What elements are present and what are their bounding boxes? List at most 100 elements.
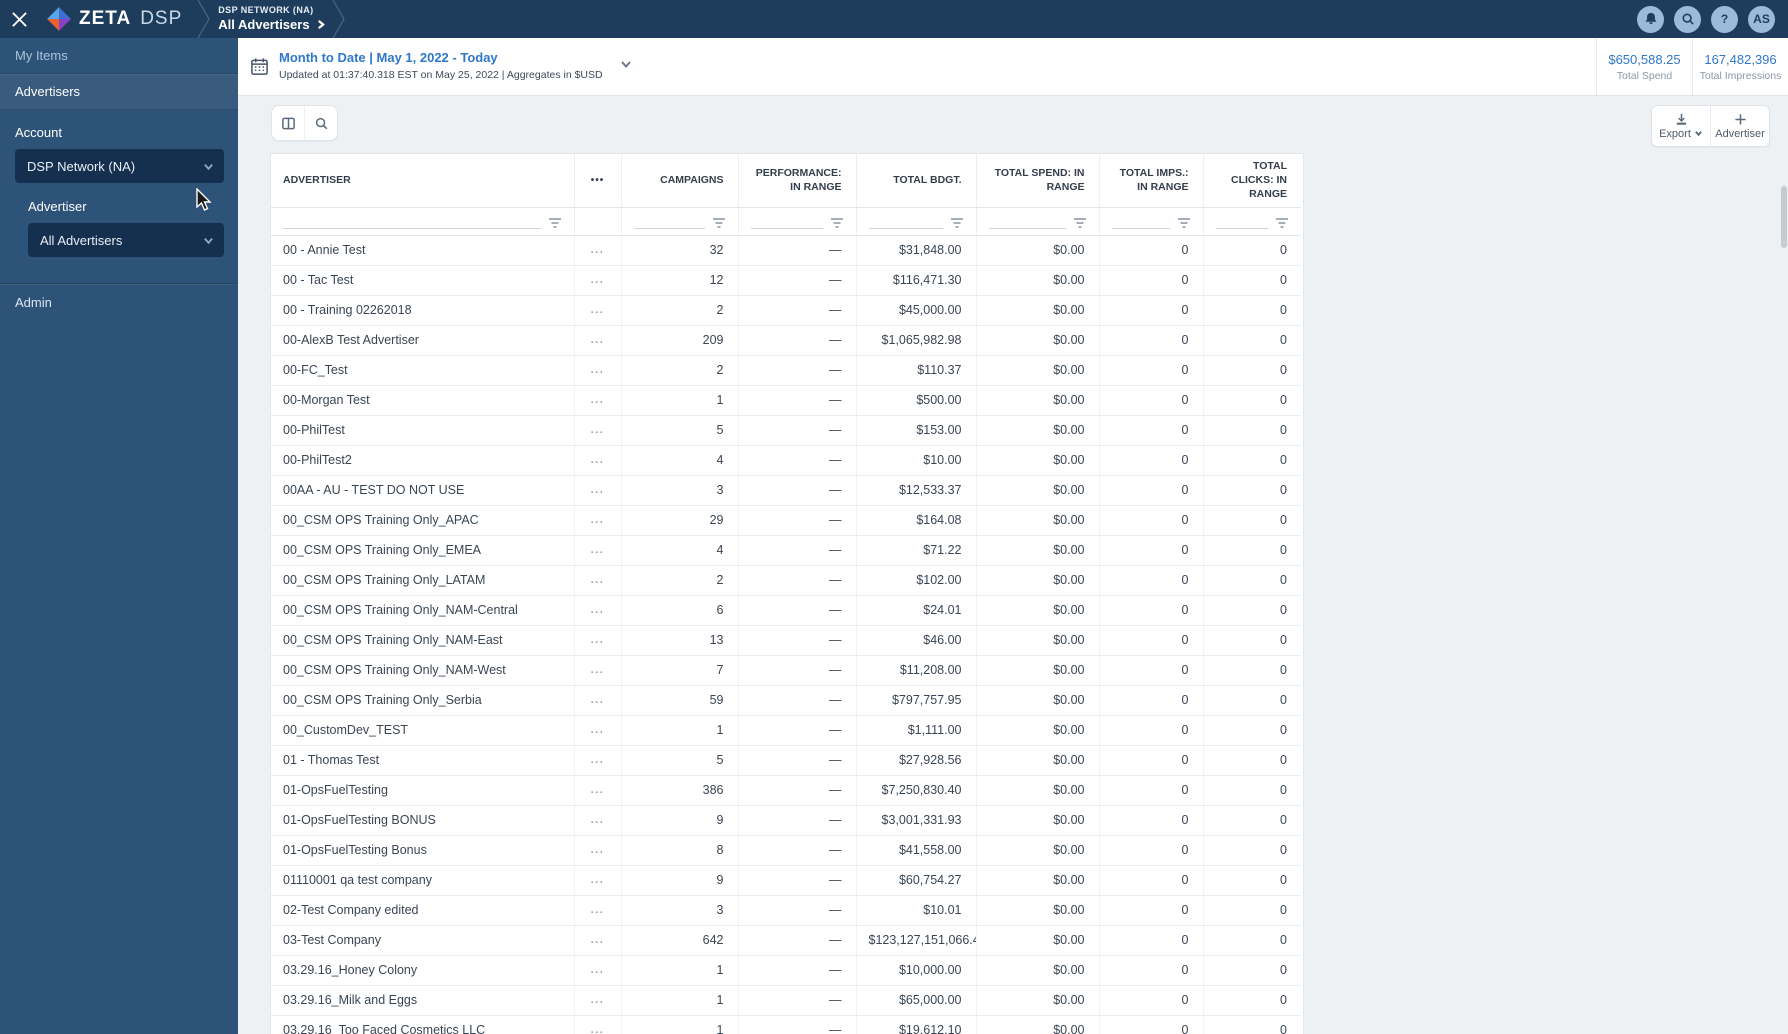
advertiser-name-cell[interactable]: 03.29.16_Honey Colony	[271, 955, 575, 986]
table-search-button[interactable]	[304, 106, 337, 140]
advertiser-name-cell[interactable]: 01110001 qa test company	[271, 865, 575, 896]
row-actions-menu-icon[interactable]: ...	[574, 655, 622, 686]
row-actions-menu-icon[interactable]: ...	[574, 325, 622, 356]
row-actions-menu-icon[interactable]: ...	[574, 235, 622, 266]
column-header-total-spend[interactable]: TOTAL SPEND: IN RANGE	[976, 154, 1100, 208]
advertiser-name-cell[interactable]: 00_CSM OPS Training Only_NAM-West	[271, 655, 575, 686]
filter-icon[interactable]	[950, 217, 964, 229]
table-row[interactable]: 00_CSM OPS Training Only_Serbia ... 59 —…	[271, 685, 1301, 716]
column-header-total-clicks[interactable]: TOTAL CLICKS: IN RANGE	[1203, 154, 1301, 208]
table-row[interactable]: 01110001 qa test company ... 9 — $60,754…	[271, 865, 1301, 896]
advertiser-name-cell[interactable]: 00AA - AU - TEST DO NOT USE	[271, 475, 575, 506]
table-row[interactable]: 00 - Tac Test ... 12 — $116,471.30 $0.00…	[271, 265, 1301, 296]
row-actions-menu-icon[interactable]: ...	[574, 475, 622, 506]
advertiser-name-cell[interactable]: 03.29.16_Too Faced Cosmetics LLC	[271, 1015, 575, 1034]
table-row[interactable]: 03.29.16_Too Faced Cosmetics LLC ... 1 —…	[271, 1015, 1301, 1034]
table-row[interactable]: 03.29.16_Honey Colony ... 1 — $10,000.00…	[271, 955, 1301, 986]
advertiser-name-cell[interactable]: 01-OpsFuelTesting Bonus	[271, 835, 575, 866]
table-row[interactable]: 00AA - AU - TEST DO NOT USE ... 3 — $12,…	[271, 475, 1301, 506]
advertiser-name-cell[interactable]: 02-Test Company edited	[271, 895, 575, 926]
row-actions-menu-icon[interactable]: ...	[574, 985, 622, 1016]
table-row[interactable]: 00-PhilTest2 ... 4 — $10.00 $0.00 0 0	[271, 445, 1301, 476]
row-actions-menu-icon[interactable]: ...	[574, 805, 622, 836]
table-row[interactable]: 01-OpsFuelTesting Bonus ... 8 — $41,558.…	[271, 835, 1301, 866]
table-row[interactable]: 00_CSM OPS Training Only_LATAM ... 2 — $…	[271, 565, 1301, 596]
filter-icon[interactable]	[712, 217, 726, 229]
account-select[interactable]: DSP Network (NA)	[15, 149, 224, 183]
column-header-performance[interactable]: PERFORMANCE: IN RANGE	[738, 154, 857, 208]
table-row[interactable]: 01-OpsFuelTesting BONUS ... 9 — $3,001,3…	[271, 805, 1301, 836]
column-header-actions[interactable]: •••	[574, 154, 622, 208]
column-header-advertiser[interactable]: ADVERTISER	[271, 154, 575, 208]
filter-input-total-budget[interactable]	[868, 211, 943, 229]
close-icon[interactable]	[0, 0, 38, 38]
table-row[interactable]: 00 - Annie Test ... 32 — $31,848.00 $0.0…	[271, 235, 1301, 266]
advertiser-select[interactable]: All Advertisers	[28, 223, 224, 257]
table-row[interactable]: 00-FC_Test ... 2 — $110.37 $0.00 0 0	[271, 355, 1301, 386]
filter-icon[interactable]	[830, 217, 844, 229]
filter-input-total-clicks[interactable]	[1215, 211, 1268, 229]
advertiser-name-cell[interactable]: 00_CustomDev_TEST	[271, 715, 575, 746]
advertiser-name-cell[interactable]: 03.29.16_Milk and Eggs	[271, 985, 575, 1016]
table-row[interactable]: 01-OpsFuelTesting ... 386 — $7,250,830.4…	[271, 775, 1301, 806]
advertiser-name-cell[interactable]: 00_CSM OPS Training Only_NAM-East	[271, 625, 575, 656]
row-actions-menu-icon[interactable]: ...	[574, 265, 622, 296]
advertiser-name-cell[interactable]: 00-Morgan Test	[271, 385, 575, 416]
row-actions-menu-icon[interactable]: ...	[574, 355, 622, 386]
row-actions-menu-icon[interactable]: ...	[574, 565, 622, 596]
column-header-total-impressions[interactable]: TOTAL IMPS.: IN RANGE	[1099, 154, 1204, 208]
table-row[interactable]: 00_CSM OPS Training Only_APAC ... 29 — $…	[271, 505, 1301, 536]
row-actions-menu-icon[interactable]: ...	[574, 1015, 622, 1034]
advertiser-name-cell[interactable]: 00 - Training 02262018	[271, 295, 575, 326]
row-actions-menu-icon[interactable]: ...	[574, 745, 622, 776]
sidebar-item-my-items[interactable]: My Items	[0, 38, 238, 74]
date-range-chevron-down-icon[interactable]	[619, 57, 633, 76]
row-actions-menu-icon[interactable]: ...	[574, 925, 622, 956]
filter-input-total-impressions[interactable]	[1111, 211, 1170, 229]
row-actions-menu-icon[interactable]: ...	[574, 625, 622, 656]
row-actions-menu-icon[interactable]: ...	[574, 445, 622, 476]
table-row[interactable]: 00_CSM OPS Training Only_EMEA ... 4 — $7…	[271, 535, 1301, 566]
table-row[interactable]: 00_CSM OPS Training Only_NAM-West ... 7 …	[271, 655, 1301, 686]
filter-icon[interactable]	[1275, 217, 1289, 229]
sidebar-item-advertisers[interactable]: Advertisers	[0, 74, 238, 110]
advertiser-name-cell[interactable]: 00_CSM OPS Training Only_Serbia	[271, 685, 575, 716]
advertiser-name-cell[interactable]: 01-OpsFuelTesting BONUS	[271, 805, 575, 836]
advertiser-name-cell[interactable]: 00 - Tac Test	[271, 265, 575, 296]
filter-input-advertiser[interactable]	[283, 211, 541, 229]
filter-icon[interactable]	[548, 217, 562, 229]
table-row[interactable]: 03-Test Company ... 642 — $123,127,151,0…	[271, 925, 1301, 956]
row-actions-menu-icon[interactable]: ...	[574, 295, 622, 326]
sidebar-item-admin[interactable]: Admin	[0, 283, 238, 320]
table-row[interactable]: 00_CSM OPS Training Only_NAM-Central ...…	[271, 595, 1301, 626]
add-advertiser-button[interactable]: Advertiser	[1710, 106, 1769, 146]
filter-input-total-spend[interactable]	[988, 211, 1066, 229]
advertiser-name-cell[interactable]: 01-OpsFuelTesting	[271, 775, 575, 806]
brand-logo[interactable]: ZETA DSP	[46, 6, 182, 32]
column-header-campaigns[interactable]: CAMPAIGNS	[621, 154, 739, 208]
export-button[interactable]: Export	[1652, 106, 1710, 146]
advertiser-name-cell[interactable]: 00_CSM OPS Training Only_LATAM	[271, 565, 575, 596]
advertiser-name-cell[interactable]: 00-FC_Test	[271, 355, 575, 386]
column-header-total-budget[interactable]: TOTAL BDGT.	[856, 154, 977, 208]
notifications-button[interactable]	[1637, 5, 1664, 33]
user-avatar[interactable]: AS	[1748, 5, 1775, 33]
row-actions-menu-icon[interactable]: ...	[574, 865, 622, 896]
table-row[interactable]: 01 - Thomas Test ... 5 — $27,928.56 $0.0…	[271, 745, 1301, 776]
table-row[interactable]: 00-PhilTest ... 5 — $153.00 $0.00 0 0	[271, 415, 1301, 446]
table-row[interactable]: 00_CustomDev_TEST ... 1 — $1,111.00 $0.0…	[271, 715, 1301, 746]
table-row[interactable]: 02-Test Company edited ... 3 — $10.01 $0…	[271, 895, 1301, 926]
advertiser-name-cell[interactable]: 00-AlexB Test Advertiser	[271, 325, 575, 356]
column-settings-button[interactable]	[272, 106, 304, 140]
row-actions-menu-icon[interactable]: ...	[574, 895, 622, 926]
table-row[interactable]: 00 - Training 02262018 ... 2 — $45,000.0…	[271, 295, 1301, 326]
advertiser-name-cell[interactable]: 00-PhilTest2	[271, 445, 575, 476]
filter-icon[interactable]	[1177, 217, 1191, 229]
table-row[interactable]: 03.29.16_Milk and Eggs ... 1 — $65,000.0…	[271, 985, 1301, 1016]
row-actions-menu-icon[interactable]: ...	[574, 775, 622, 806]
table-row[interactable]: 00_CSM OPS Training Only_NAM-East ... 13…	[271, 625, 1301, 656]
row-actions-menu-icon[interactable]: ...	[574, 415, 622, 446]
advertiser-name-cell[interactable]: 03-Test Company	[271, 925, 575, 956]
vertical-scrollbar[interactable]	[1781, 186, 1787, 248]
date-range-selector[interactable]: Month to Date | May 1, 2022 - Today Upda…	[238, 38, 633, 95]
